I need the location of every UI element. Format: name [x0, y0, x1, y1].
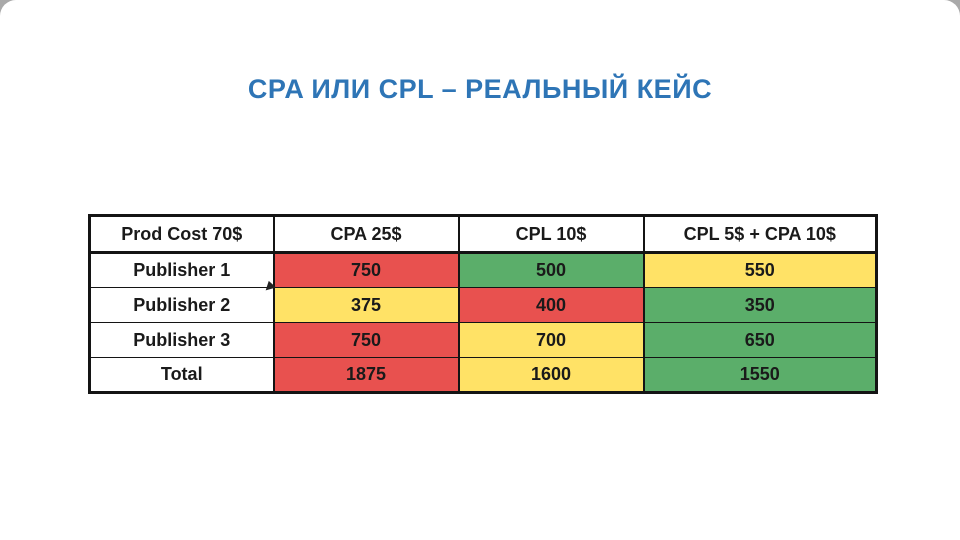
value-cell: 1875 [272, 357, 460, 393]
header-cell-cpa25: CPA 25$ [272, 215, 460, 254]
header-row: Prod Cost 70$ CPA 25$ CPL 10$ CPL 5$ + C… [88, 215, 878, 254]
value-cell: 750 [272, 322, 460, 358]
value-cell: 700 [457, 322, 645, 358]
row-label-cell: Total [88, 357, 275, 393]
row-label-cell: Publisher 1 [88, 252, 275, 288]
slide-title: CPA ИЛИ CPL – РЕАЛЬНЫЙ КЕЙС [247, 74, 713, 104]
publisher-cost-table: Prod Cost 70$ CPA 25$ CPL 10$ CPL 5$ + C… [88, 214, 878, 394]
row-label-cell: Publisher 2 [88, 287, 275, 323]
value-cell: 1600 [457, 357, 645, 393]
value-cell: 500 [457, 252, 645, 288]
value-cell: 550 [642, 252, 878, 288]
value-cell: 400 [457, 287, 645, 323]
value-cell: 375 [272, 287, 460, 323]
table-row-publisher-2: Publisher 2 375 400 350 [88, 287, 878, 323]
value-cell: 350 [642, 287, 878, 323]
value-cell: 1550 [642, 357, 878, 393]
table-row-publisher-1: Publisher 1 750 500 550 [88, 252, 878, 288]
header-cell-cpl10: CPL 10$ [457, 215, 645, 254]
value-cell: 750 [272, 252, 460, 288]
table-row-publisher-3: Publisher 3 750 700 650 [88, 322, 878, 358]
header-cell-prod-cost: Prod Cost 70$ [88, 215, 275, 254]
header-cell-cpl5-cpa10: CPL 5$ + CPA 10$ [642, 215, 878, 254]
table-row-total: Total 1875 1600 1550 [88, 357, 878, 393]
row-label-cell: Publisher 3 [88, 322, 275, 358]
value-cell: 650 [642, 322, 878, 358]
